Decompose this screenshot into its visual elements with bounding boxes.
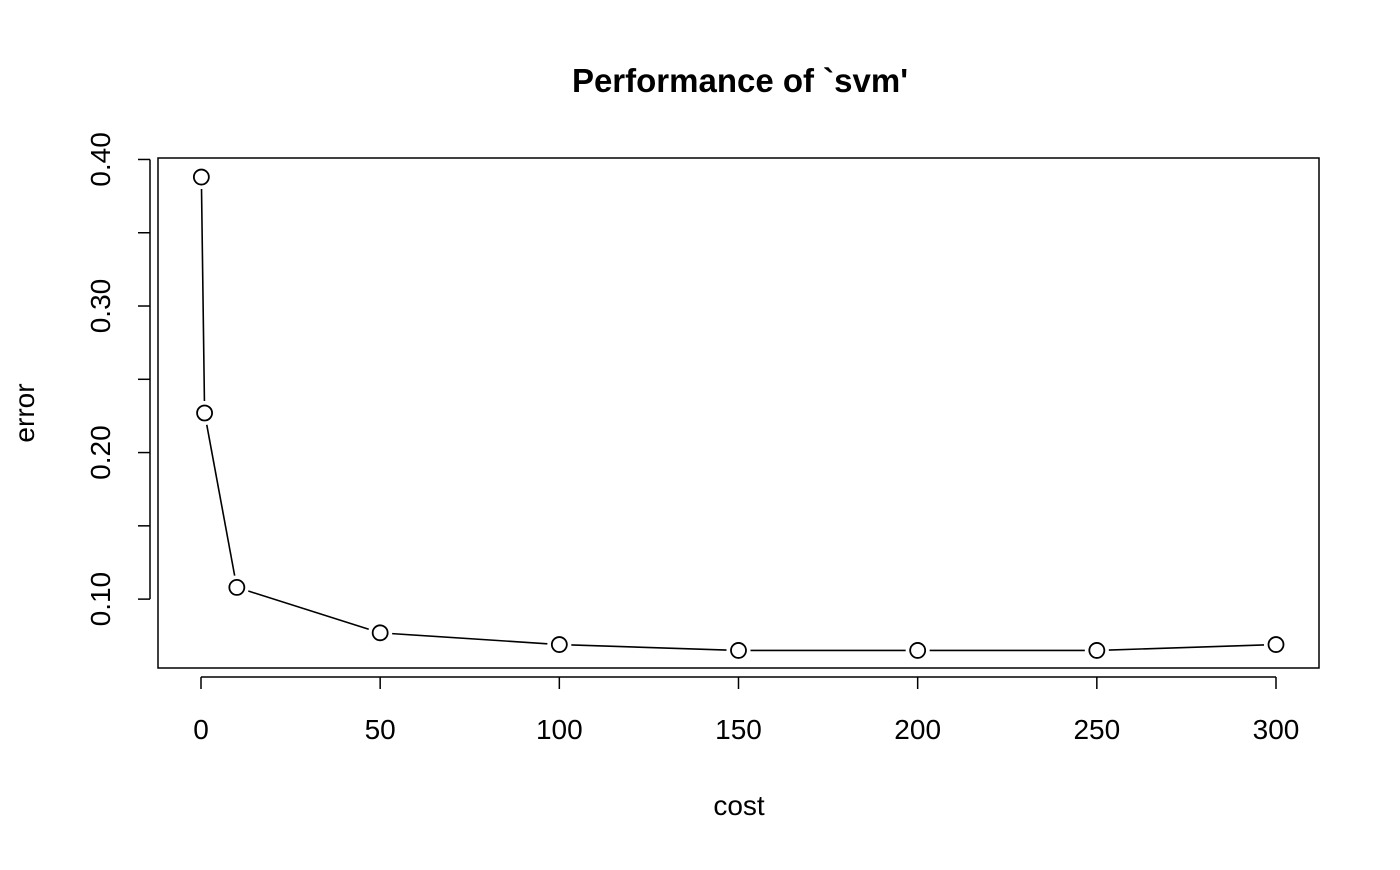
x-tick-label: 100 <box>536 714 583 745</box>
data-point <box>909 642 927 659</box>
series-layer <box>192 168 1285 659</box>
x-tick-label: 300 <box>1253 714 1300 745</box>
y-axis-label: error <box>9 383 40 442</box>
y-tick-label: 0.30 <box>85 279 116 334</box>
series-line-segment <box>205 424 236 576</box>
data-point <box>550 636 568 653</box>
x-tick-label: 50 <box>365 714 396 745</box>
x-tick-label: 250 <box>1073 714 1120 745</box>
series-line-segment <box>392 632 548 645</box>
data-point <box>228 578 246 596</box>
x-tick-label: 150 <box>715 714 762 745</box>
series-line-segment <box>248 590 369 630</box>
y-tick-label: 0.20 <box>85 425 116 480</box>
x-axis-label: cost <box>713 790 765 821</box>
data-point <box>192 168 210 186</box>
data-point <box>196 404 213 422</box>
x-tick-label: 200 <box>894 714 941 745</box>
y-tick-label: 0.10 <box>85 572 116 627</box>
series-line-segment <box>1108 644 1265 651</box>
series-line-segment <box>571 644 727 651</box>
x-tick-label: 0 <box>193 714 209 745</box>
data-point <box>1088 642 1106 659</box>
data-point <box>730 642 747 659</box>
y-axis: 0.10 0.20 0.30 0.40 <box>85 132 151 627</box>
x-axis: 0 50 100 150 200 250 300 <box>193 676 1300 745</box>
data-point <box>371 624 389 642</box>
chart-title: Performance of `svm' <box>572 62 908 99</box>
plot-frame <box>157 157 1320 669</box>
series-line-segment <box>200 189 206 402</box>
y-tick-label: 0.40 <box>85 132 116 187</box>
data-point <box>1267 636 1285 653</box>
